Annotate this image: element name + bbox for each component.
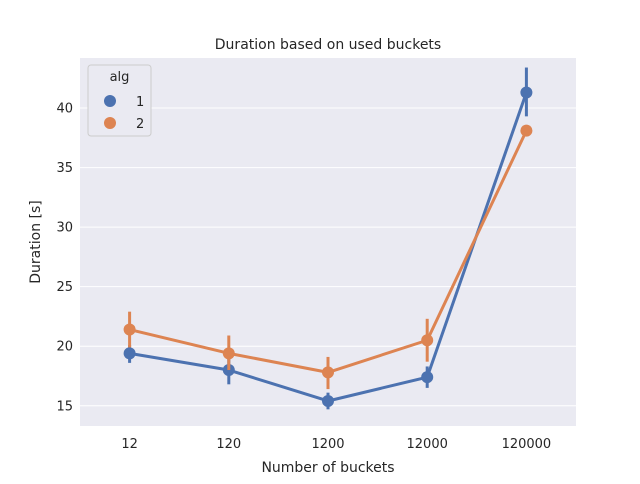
legend-label-series-1: 1 (136, 95, 144, 110)
legend-label-series-2: 2 (136, 117, 144, 132)
y-tick-label: 35 (56, 161, 73, 176)
axis-layer: 15 20 25 30 35 40 12 120 1200 12000 120000 (56, 102, 551, 452)
y-tick-label: 15 (56, 399, 73, 414)
y-tick-label: 30 (56, 221, 73, 236)
x-axis-label: Number of buckets (261, 460, 394, 476)
data-point (222, 347, 235, 360)
grid-layer (80, 107, 576, 407)
x-tick-label: 12 (121, 437, 138, 452)
legend: alg 1 2 (87, 64, 152, 137)
series-2 (123, 124, 533, 390)
data-point (421, 371, 434, 384)
series-layer (123, 67, 533, 410)
series-1 (123, 67, 533, 410)
legend-title: alg (110, 70, 130, 85)
legend-marker-series-1 (104, 95, 116, 107)
chart-title: Duration based on used buckets (215, 37, 441, 53)
x-tick-label: 120000 (502, 437, 552, 452)
y-tick-label: 40 (56, 102, 73, 117)
x-tick-label: 1200 (311, 437, 344, 452)
data-point (123, 323, 136, 336)
x-tick-label: 12000 (407, 437, 448, 452)
data-point (520, 86, 533, 99)
y-tick-label: 20 (56, 340, 73, 355)
data-point (520, 124, 533, 137)
legend-marker-series-2 (104, 117, 116, 129)
legend-box (87, 64, 152, 137)
data-point (421, 334, 434, 347)
data-point (322, 394, 334, 407)
data-point (322, 366, 334, 379)
x-tick-label: 120 (216, 437, 241, 452)
data-point (123, 347, 136, 360)
y-tick-label: 25 (56, 280, 73, 295)
y-axis-label: Duration [s] (28, 200, 44, 283)
